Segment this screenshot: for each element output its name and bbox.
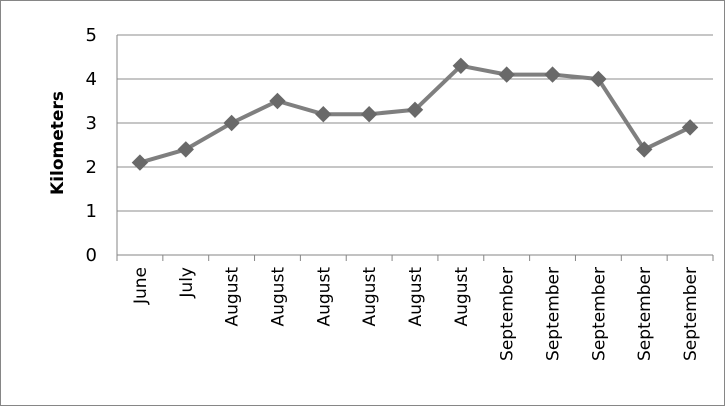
data-point-marker xyxy=(498,66,515,83)
data-point-marker xyxy=(636,141,653,158)
x-tick-label: July xyxy=(177,267,197,299)
x-tick-label: August xyxy=(452,267,472,327)
data-point-marker xyxy=(681,119,699,136)
x-tick-label: August xyxy=(223,267,243,327)
x-tick-label: August xyxy=(360,267,380,327)
data-point-marker xyxy=(406,101,424,119)
y-tick-label: 4 xyxy=(86,69,97,90)
y-axis-label: Kilometers xyxy=(48,91,68,195)
data-point-marker xyxy=(544,66,561,83)
data-point-marker xyxy=(131,154,149,171)
x-tick-label: June xyxy=(131,267,151,305)
data-point-marker xyxy=(177,141,194,158)
x-tick-label: September xyxy=(589,267,609,361)
y-tick-label: 3 xyxy=(86,113,97,134)
x-tick-label: August xyxy=(268,267,288,327)
data-point-marker xyxy=(315,105,332,123)
x-tick-label: September xyxy=(544,267,564,361)
x-tick-label: September xyxy=(681,267,701,361)
data-point-marker xyxy=(590,70,607,88)
x-tick-label: August xyxy=(406,267,426,327)
data-point-marker xyxy=(360,105,378,123)
data-point-marker xyxy=(452,57,470,75)
y-tick-label: 2 xyxy=(86,157,97,178)
y-tick-label: 1 xyxy=(86,201,97,222)
y-tick-label: 5 xyxy=(86,25,97,46)
y-tick-label: 0 xyxy=(86,245,97,266)
data-point-marker xyxy=(223,114,240,132)
data-point-marker xyxy=(269,92,286,110)
x-tick-label: September xyxy=(498,267,518,361)
x-tick-label: September xyxy=(635,267,655,361)
x-tick-label: August xyxy=(314,267,334,327)
